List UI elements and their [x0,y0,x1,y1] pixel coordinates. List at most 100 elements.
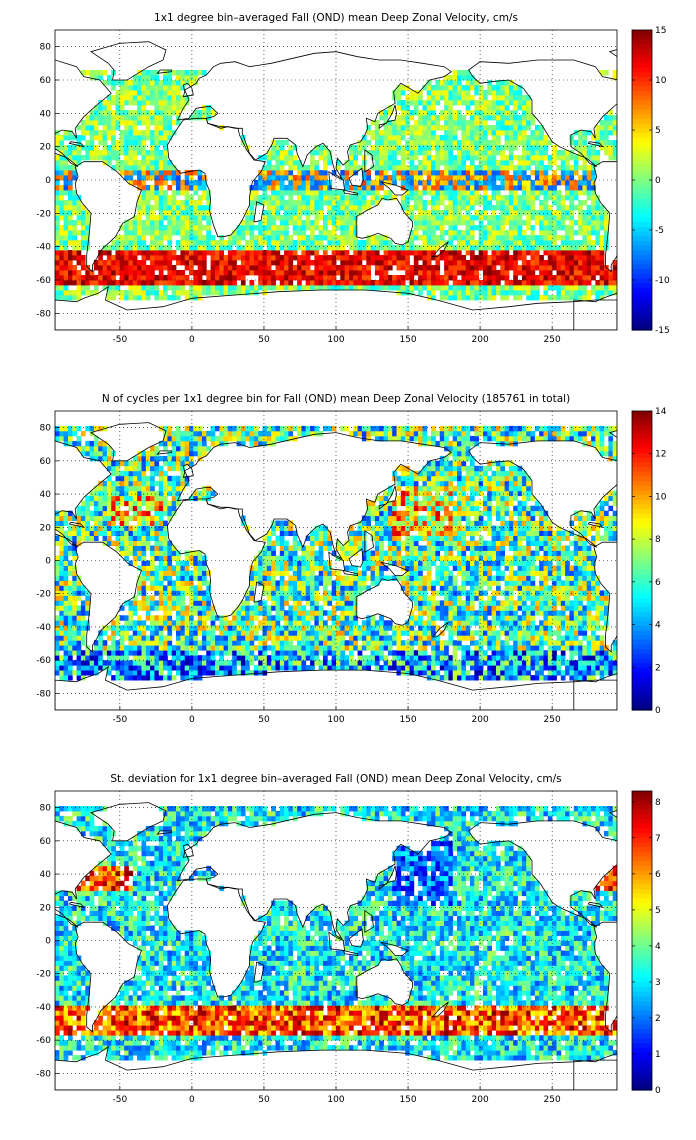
heatmap-cell [543,245,549,251]
colorbar-segment [632,156,652,162]
heatmap-cell [176,240,181,246]
heatmap-cell [569,175,575,181]
heatmap-cell [314,255,320,261]
heatmap-cell [418,180,423,186]
heatmap-cell [521,285,527,291]
heatmap-cell [379,165,384,171]
heatmap-cell [461,195,467,201]
heatmap-cell [292,200,298,206]
heatmap-cell [543,185,549,191]
heatmap-cell [137,220,142,226]
heatmap-cell [323,180,328,186]
colorbar-segment [632,53,652,59]
heatmap-cell [132,660,138,666]
heatmap-cell [344,250,350,256]
heatmap-cell [323,260,328,266]
heatmap-cell [63,630,69,636]
heatmap-cell [106,270,112,276]
heatmap-cell [448,185,454,191]
heatmap-cell [63,220,69,226]
heatmap-cell [491,245,497,251]
heatmap-cell [405,255,410,261]
heatmap-cell [167,230,173,236]
heatmap-cell [128,625,134,631]
heatmap-cell [418,670,423,676]
heatmap-cell [513,295,518,301]
heatmap-cell [591,665,596,671]
heatmap-cell [158,150,164,156]
heatmap-cell [314,170,320,176]
heatmap-cell [137,225,142,231]
heatmap-cell [202,245,207,251]
heatmap-cell [93,650,99,656]
heatmap-cell [483,140,488,146]
heatmap-cell [141,235,147,241]
heatmap-cell [517,100,523,106]
heatmap-cell [539,150,544,156]
heatmap-cell [327,240,333,246]
heatmap-cell [55,180,60,186]
heatmap-cell [426,670,432,676]
heatmap-cell [323,255,328,261]
heatmap-cell [547,260,553,266]
heatmap-cell [435,205,441,211]
heatmap-cell [595,265,601,271]
heatmap-cell [465,240,471,246]
heatmap-cell [132,625,138,631]
heatmap-cell [543,640,549,646]
heatmap-cell [80,155,86,161]
heatmap-cell [496,150,501,156]
heatmap-cell [526,275,531,281]
heatmap-cell [253,645,259,651]
heatmap-cell [288,255,294,261]
heatmap-cell [171,265,177,271]
heatmap-cell [560,160,566,166]
heatmap-cell [245,640,250,646]
heatmap-cell [111,110,116,116]
heatmap-cell [357,255,363,261]
heatmap-cell [565,190,570,196]
heatmap-cell [163,180,168,186]
heatmap-cell [227,275,233,281]
heatmap-cell [595,655,601,661]
heatmap-cell [314,180,320,186]
heatmap-cell [236,650,242,656]
heatmap-cell [565,160,570,166]
heatmap-cell [526,245,531,251]
heatmap-cell [331,170,337,176]
heatmap-cell [517,640,523,646]
heatmap-cell [275,285,281,291]
heatmap-cell [565,630,570,636]
heatmap-cell [539,230,544,236]
heatmap-cell [305,220,311,226]
heatmap-cell [271,210,276,216]
heatmap-cell [245,650,250,656]
heatmap-cell [115,670,121,676]
heatmap-cell [491,135,497,141]
heatmap-cell [167,80,173,86]
heatmap-cell [128,160,134,166]
grid [55,30,617,330]
heatmap-cell [586,165,592,171]
heatmap-cell [314,150,320,156]
heatmap-cell [89,280,95,286]
heatmap-cell [508,220,514,226]
heatmap-cell [396,140,402,146]
heatmap-cell [249,655,255,661]
heatmap-cell [180,230,186,236]
heatmap-cell [202,270,207,276]
heatmap-cell [279,655,285,661]
heatmap-cell [197,235,203,241]
heatmap-cell [444,175,449,181]
heatmap-cell [353,185,358,191]
heatmap-cell [137,210,142,216]
heatmap-cell [582,635,588,641]
heatmap-cell [379,265,384,271]
heatmap-cell [383,175,389,181]
heatmap-cell [158,215,164,221]
heatmap-cell [59,655,64,661]
heatmap-cell [444,185,449,191]
heatmap-cell [478,280,484,286]
heatmap-cell [543,190,549,196]
heatmap-cell [439,80,445,86]
